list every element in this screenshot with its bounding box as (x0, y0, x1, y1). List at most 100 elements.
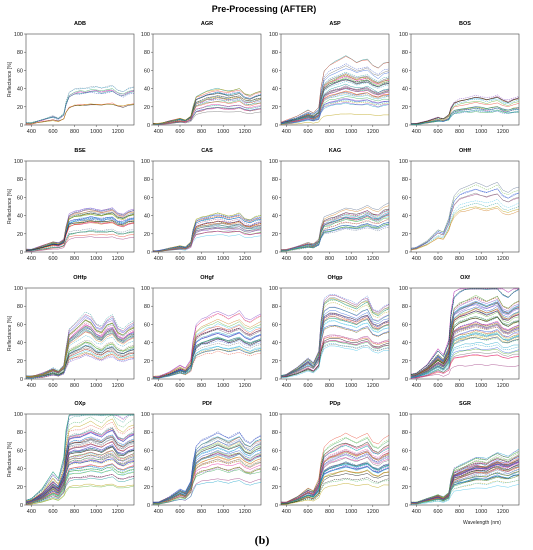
y-tick-label: 60 (272, 195, 278, 201)
spectrum-line (410, 326, 520, 378)
panel-frame (25, 413, 135, 506)
x-tick-label: 400 (282, 256, 291, 262)
spectrum-line (280, 313, 390, 377)
spectrum-line (280, 345, 390, 378)
spectrum-line (280, 74, 390, 123)
spectrum-line (26, 103, 135, 124)
spectrum-line (280, 87, 390, 124)
y-tick-label: 100 (141, 32, 150, 38)
spectrum-line (410, 466, 520, 504)
y-tick-label: 20 (17, 105, 23, 111)
x-tick-label: 1200 (367, 129, 379, 135)
figure-title: Pre-Processing (AFTER) (212, 4, 317, 14)
y-tick-label: 80 (272, 430, 278, 436)
spectrum-line (25, 236, 135, 252)
x-tick-label: 400 (282, 383, 291, 389)
panel-title: PDp (330, 401, 342, 407)
spectrum-line (410, 466, 520, 504)
y-tick-label: 100 (399, 159, 408, 165)
x-tick-label: 600 (48, 129, 57, 135)
spectrum-line (410, 459, 520, 504)
spectrum-line (152, 447, 262, 504)
spectrum-line (25, 326, 135, 378)
spectrum-line (25, 466, 135, 504)
panel-title: SGR (459, 401, 471, 407)
spectrum-line (410, 473, 520, 505)
x-tick-label: 600 (303, 129, 312, 135)
x-tick-label: 1000 (345, 256, 357, 262)
y-tick-label: 0 (405, 250, 408, 256)
spectrum-line (280, 100, 390, 124)
spectrum-line (280, 214, 390, 251)
x-tick-label: 800 (325, 256, 334, 262)
spectrum-line (152, 452, 262, 504)
panel-title: CAS (201, 148, 213, 154)
x-tick-label: 800 (197, 256, 206, 262)
x-tick-label: 1200 (239, 129, 251, 135)
y-tick-label: 60 (144, 322, 150, 328)
x-tick-label: 800 (70, 256, 79, 262)
spectrum-line (280, 96, 390, 125)
spectrum-line (25, 474, 135, 505)
spectrum-line (280, 316, 390, 378)
y-tick-label: 40 (272, 467, 278, 473)
y-tick-label: 20 (17, 232, 23, 238)
spectrum-line (280, 478, 390, 505)
spectrum-line (280, 83, 390, 124)
spectrum-line (410, 300, 520, 377)
spectrum-line (25, 429, 135, 503)
y-tick-label: 100 (399, 286, 408, 292)
spectrum-line (410, 479, 520, 505)
x-tick-label: 800 (197, 383, 206, 389)
spectrum-line (152, 431, 262, 504)
y-tick-label: 40 (144, 87, 150, 93)
panel-title: OXp (74, 401, 86, 407)
spectrum-line (410, 334, 520, 378)
spectrum-line (410, 308, 520, 376)
y-tick-label: 40 (402, 467, 408, 473)
y-tick-label: 60 (144, 195, 150, 201)
spectrum-line (280, 217, 390, 252)
y-tick-label: 20 (272, 232, 278, 238)
x-tick-label: 1200 (497, 383, 509, 389)
spectrum-line (280, 449, 390, 504)
spectrum-line (25, 335, 135, 378)
spectrum-line (410, 337, 520, 378)
y-tick-label: 60 (272, 68, 278, 74)
y-tick-label: 100 (141, 286, 150, 292)
y-tick-label: 100 (269, 159, 278, 165)
panel-ohff: OHff 0 20 40 60 80 100 400 600 800 1000 1200 (399, 148, 520, 262)
y-tick-label: 20 (272, 485, 278, 491)
y-tick-label: 80 (272, 304, 278, 310)
spectrum-line (410, 188, 520, 250)
spectrum-line (152, 222, 262, 252)
panel-sgr: SGR 0 20 40 60 80 100 400 600 800 1000 1200 (399, 401, 520, 515)
spectrum-line (152, 212, 262, 252)
spectrum-line (25, 444, 135, 503)
spectrum-line (152, 87, 262, 125)
spectrum-line (280, 205, 390, 251)
spectrum-line (152, 97, 262, 125)
spectrum-line (152, 453, 262, 504)
spectrum-line (280, 202, 390, 251)
x-tick-label: 600 (433, 383, 442, 389)
x-tick-label: 400 (412, 256, 421, 262)
spectrum-line (152, 462, 262, 504)
spectrum-line (410, 484, 520, 505)
spectrum-line (25, 220, 135, 251)
spectrum-line (281, 102, 390, 124)
spectrum-line (152, 218, 262, 252)
panel-agr: AGR 0 20 40 60 80 100 400 600 800 1000 1200 (141, 21, 262, 135)
x-tick-label: 1000 (345, 509, 357, 515)
spectrum-line (410, 100, 520, 125)
spectrum-line (25, 350, 135, 379)
spectrum-line (280, 320, 390, 377)
spectrum-line (25, 434, 135, 502)
x-tick-label: 1200 (497, 509, 509, 515)
spectrum-line (152, 468, 262, 505)
y-axis-label: Reflectance [%] (7, 61, 13, 97)
x-tick-label: 800 (197, 509, 206, 515)
x-tick-label: 1200 (239, 509, 251, 515)
spectrum-line (152, 332, 262, 378)
spectrum-line (152, 216, 262, 252)
